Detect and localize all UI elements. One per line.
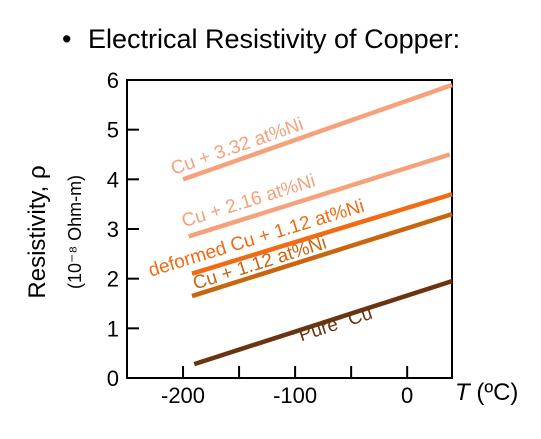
y-tick-label: 6 [107,68,119,93]
y-tick-label: 5 [107,118,119,143]
series-line [193,279,453,367]
chart-title-line: • Electrical Resistivity of Copper: [62,24,460,55]
series-line [191,192,453,276]
y-tick-label: 1 [107,316,119,341]
axes: 0 1 2 3 4 5 6 -200 -100 0 [107,68,453,408]
y-tick-label: 2 [107,267,119,292]
series-line [191,211,453,299]
series-annotation: “Pure” Cu [290,303,375,348]
series-annotation: Cu + 3.32 at%Ni [168,114,306,180]
y-tick-label: 0 [107,366,119,391]
y-axis-units: (10⁻⁸ Ohm-m) [65,175,85,289]
x-axis-unit: (ºC) [470,379,519,406]
x-tick-label: -100 [273,383,317,408]
x-tick-label: 0 [401,383,413,408]
series-line [182,82,453,182]
y-axis-label: Resistivity, ρ [24,165,51,298]
y-tick-label: 3 [107,217,119,242]
y-tick-label: 4 [107,167,119,192]
x-tick-label: -200 [161,383,205,408]
series-line [187,152,451,239]
y-axis-label-group: Resistivity, ρ (10⁻⁸ Ohm-m) [24,165,85,298]
bullet: • [62,24,72,54]
chart-title: Electrical Resistivity of Copper: [88,24,461,54]
x-axis-variable: T [455,379,472,406]
series-lines [182,82,453,367]
x-axis-label: T (ºC) [455,379,518,406]
